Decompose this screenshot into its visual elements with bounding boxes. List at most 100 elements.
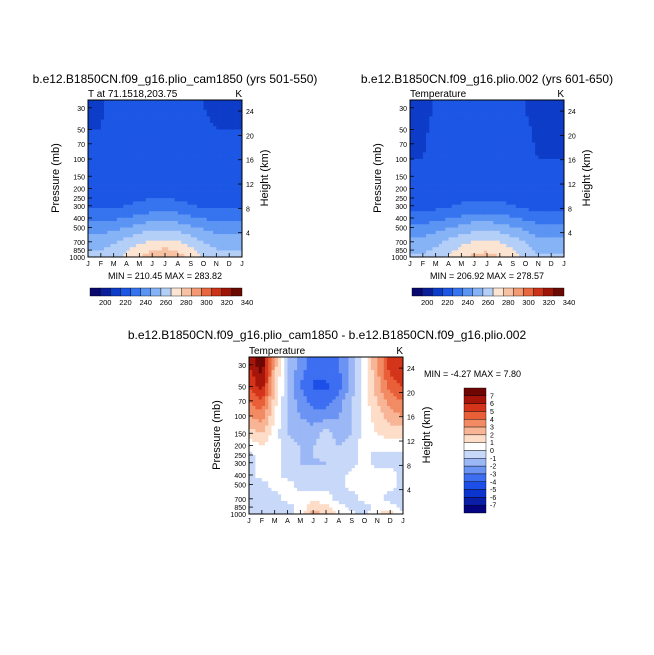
heatmap-cell — [200, 191, 204, 196]
heatmap-cell — [480, 250, 485, 255]
heatmap-cell — [229, 103, 233, 107]
heatmap-cell — [177, 132, 182, 137]
heatmap-cell — [413, 185, 417, 189]
heatmap-cell — [152, 155, 156, 160]
heatmap-cell — [129, 227, 134, 232]
heatmap-cell — [551, 201, 555, 206]
heatmap-cell — [155, 198, 159, 202]
heatmap-cell — [554, 168, 558, 173]
heatmap-cell — [483, 126, 488, 130]
heatmap-cell — [396, 360, 401, 364]
heatmap-cell — [538, 243, 542, 248]
heatmap-cell — [464, 152, 469, 156]
heatmap-cell — [184, 106, 188, 111]
heatmap-cell — [235, 230, 240, 235]
heatmap-cell — [474, 230, 478, 235]
heatmap-cell — [432, 250, 437, 255]
heatmap-cell — [541, 168, 546, 173]
heatmap-cell — [541, 178, 546, 183]
heatmap-cell — [490, 207, 494, 212]
heatmap-cell — [515, 217, 520, 222]
heatmap-cell — [458, 240, 462, 245]
heatmap-cell — [541, 253, 546, 258]
heatmap-cell — [120, 227, 124, 232]
heatmap-cell — [193, 191, 198, 196]
heatmap-cell — [541, 171, 546, 176]
heatmap-cell — [490, 191, 494, 196]
heatmap-cell — [113, 142, 118, 147]
heatmap-cell — [142, 139, 147, 143]
heatmap-cell — [100, 188, 105, 192]
heatmap-cell — [232, 122, 236, 127]
heatmap-cell — [413, 201, 417, 206]
heatmap-cell — [171, 122, 175, 127]
heatmap-cell — [506, 240, 510, 245]
heatmap-cell — [91, 162, 95, 166]
heatmap-cell — [442, 119, 446, 124]
heatmap-cell — [438, 175, 443, 179]
heatmap-cell — [509, 191, 514, 196]
heatmap-cell — [171, 149, 175, 153]
heatmap-cell — [94, 129, 98, 134]
heatmap-cell — [509, 217, 514, 222]
heatmap-cell — [416, 103, 420, 107]
heatmap-cell — [100, 139, 105, 143]
heatmap-cell — [116, 217, 121, 222]
heatmap-cell — [426, 250, 430, 255]
heatmap-cell — [91, 145, 95, 150]
heatmap-cell — [152, 119, 156, 124]
heatmap-cell — [426, 253, 430, 258]
heatmap-cell — [496, 217, 501, 222]
heatmap-cell — [515, 158, 520, 163]
heatmap-cell — [467, 171, 472, 176]
heatmap-cell — [145, 250, 150, 255]
heatmap-cell — [429, 126, 433, 130]
heatmap-cell — [116, 194, 121, 199]
heatmap-cell — [171, 253, 175, 258]
heatmap-cell — [120, 198, 124, 202]
heatmap-cell — [458, 178, 462, 183]
heatmap-cell — [219, 217, 224, 222]
heatmap-cell — [148, 149, 153, 153]
heatmap-cell — [174, 243, 179, 248]
heatmap-cell — [554, 171, 558, 176]
heatmap-cell — [499, 135, 504, 140]
heatmap-cell — [139, 100, 143, 104]
heatmap-cell — [120, 243, 124, 248]
heatmap-cell — [91, 188, 95, 192]
heatmap-cell — [209, 103, 214, 107]
heatmap-cell — [120, 162, 124, 166]
heatmap-cell — [538, 175, 542, 179]
heatmap-cell — [422, 234, 427, 238]
heatmap-cell — [107, 171, 111, 176]
heatmap-cell — [116, 165, 121, 170]
heatmap-cell — [442, 214, 446, 219]
heatmap-cell — [203, 181, 208, 186]
heatmap-cell — [448, 214, 453, 219]
heatmap-cell — [171, 171, 175, 176]
heatmap-cell — [419, 201, 424, 206]
heatmap-cell — [544, 155, 549, 160]
heatmap-cell — [413, 132, 417, 137]
heatmap-cell — [422, 126, 427, 130]
heatmap-cell — [487, 191, 491, 196]
heatmap-cell — [168, 243, 172, 248]
heatmap-cell — [509, 168, 514, 173]
heatmap-cell — [560, 142, 565, 147]
heatmap-cell — [91, 211, 95, 215]
heatmap-cell — [126, 188, 131, 192]
heatmap-cell — [110, 126, 115, 130]
heatmap-cell — [104, 168, 108, 173]
heatmap-cell — [477, 237, 481, 241]
heatmap-cell — [110, 100, 115, 104]
heatmap-cell — [107, 247, 111, 251]
heatmap-cell — [148, 162, 153, 166]
heatmap-cell — [480, 207, 485, 212]
heatmap-cell — [416, 171, 420, 176]
heatmap-cell — [506, 152, 510, 156]
heatmap-cell — [438, 103, 443, 107]
heatmap-cell — [126, 214, 131, 219]
heatmap-cell — [88, 217, 92, 222]
heatmap-cell — [165, 175, 169, 179]
heatmap-cell — [100, 250, 105, 255]
